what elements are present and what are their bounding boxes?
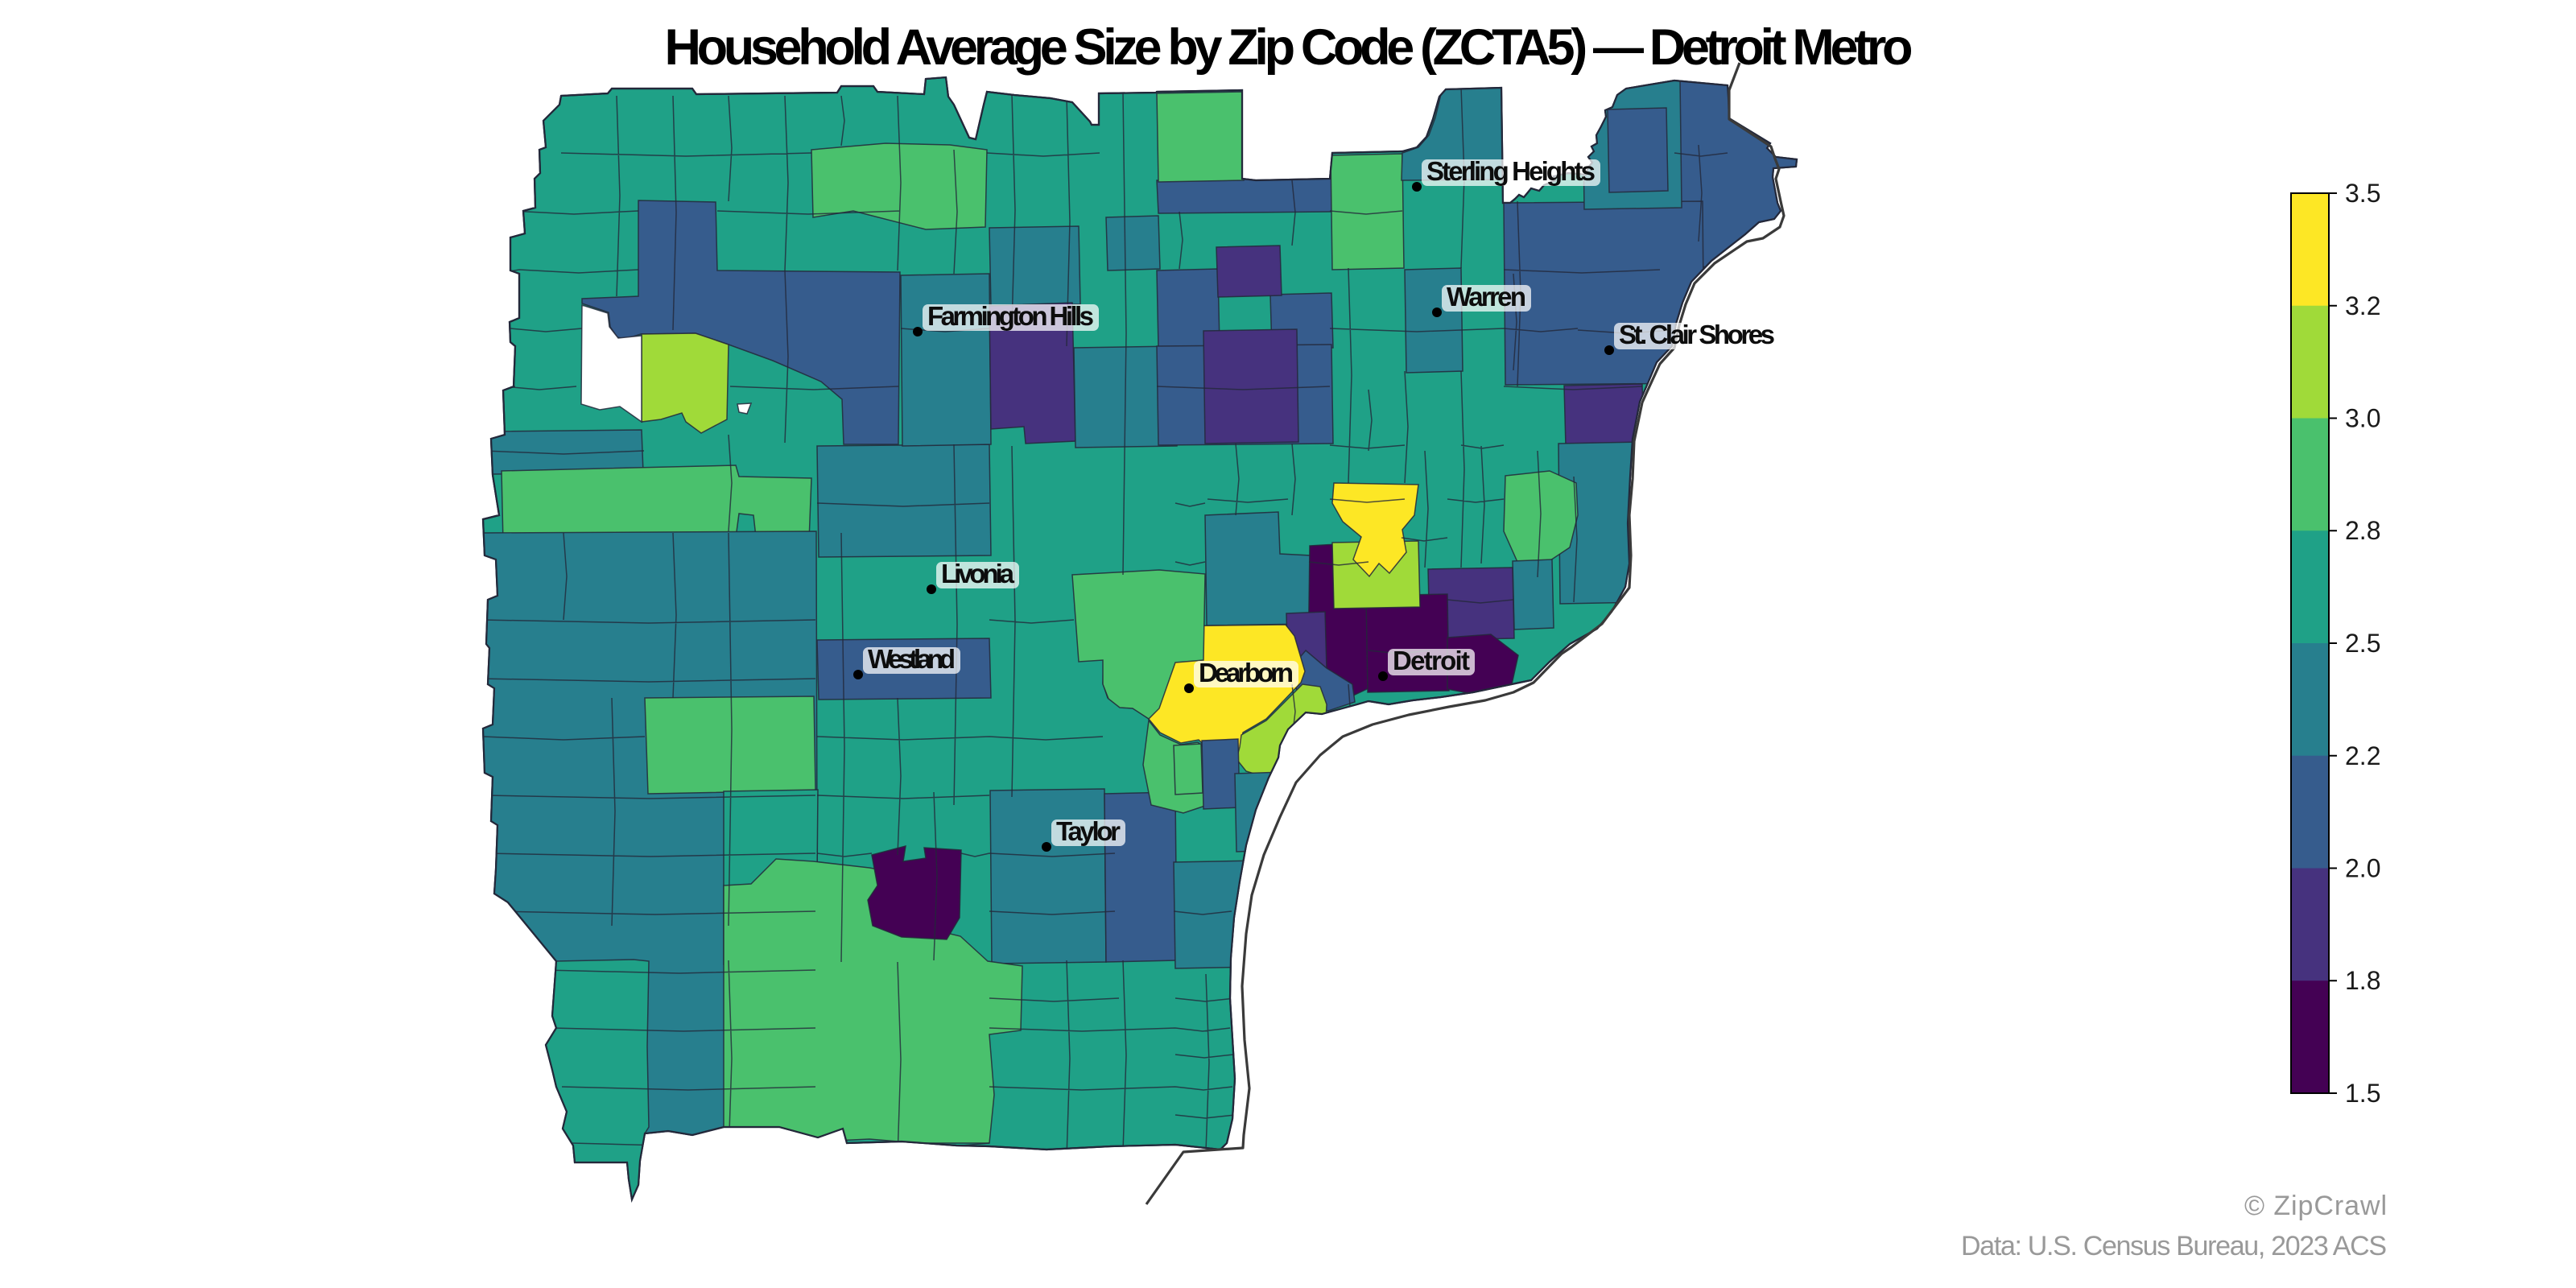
svg-text:1.8: 1.8 <box>2345 966 2380 995</box>
svg-text:© ZipCrawl: © ZipCrawl <box>2244 1191 2387 1221</box>
svg-text:Farmington Hills: Farmington Hills <box>927 301 1094 331</box>
svg-text:Warren: Warren <box>1447 282 1526 312</box>
svg-text:Data: U.S. Census Bureau, 2023: Data: U.S. Census Bureau, 2023 ACS <box>1961 1231 2387 1261</box>
svg-text:Livonia: Livonia <box>941 559 1015 588</box>
svg-text:3.2: 3.2 <box>2345 291 2380 320</box>
svg-text:Westland: Westland <box>868 644 956 674</box>
svg-text:2.8: 2.8 <box>2345 516 2380 545</box>
svg-text:Detroit: Detroit <box>1393 646 1470 675</box>
svg-text:3.5: 3.5 <box>2345 179 2380 208</box>
svg-text:2.2: 2.2 <box>2345 741 2380 770</box>
svg-text:Taylor: Taylor <box>1056 816 1121 846</box>
svg-text:3.0: 3.0 <box>2345 404 2380 433</box>
svg-text:2.0: 2.0 <box>2345 854 2380 883</box>
svg-text:St. Clair Shores: St. Clair Shores <box>1619 320 1775 349</box>
svg-text:Sterling Heights: Sterling Heights <box>1426 156 1596 186</box>
svg-text:2.5: 2.5 <box>2345 629 2380 658</box>
svg-text:Household Average Size by Zip: Household Average Size by Zip Code (ZCTA… <box>665 19 1913 76</box>
svg-text:1.5: 1.5 <box>2345 1079 2380 1108</box>
svg-text:Dearborn: Dearborn <box>1199 658 1294 687</box>
